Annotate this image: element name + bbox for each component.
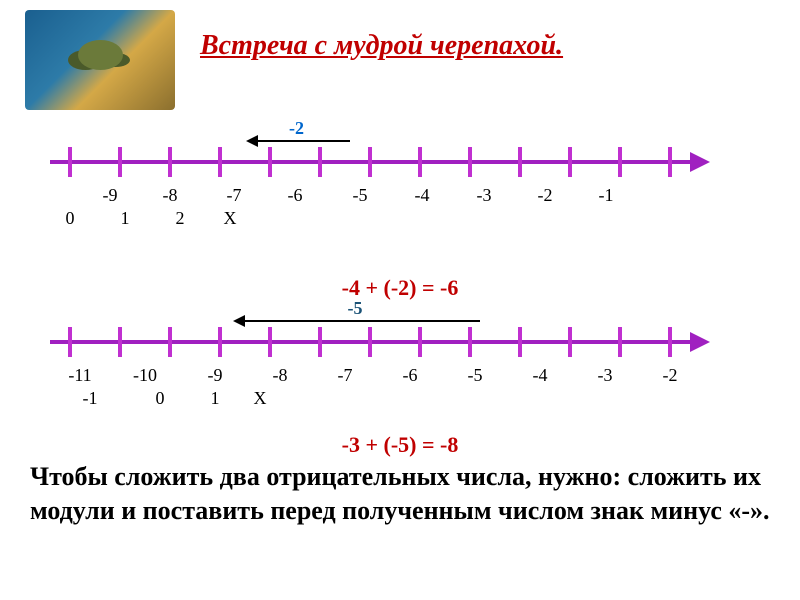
axis-label: -2: [538, 185, 553, 206]
axis-label: -7: [338, 365, 353, 386]
axis-label: -3: [598, 365, 613, 386]
axis-label: -8: [273, 365, 288, 386]
axis-label: -9: [208, 365, 223, 386]
axis-label: -8: [163, 185, 178, 206]
axis-label: -10: [133, 365, 157, 386]
axis-label: -5: [353, 185, 368, 206]
equation-2: -3 + (-5) = -8: [342, 432, 459, 458]
axis-label: -4: [533, 365, 548, 386]
axis-label: -2: [663, 365, 678, 386]
page-title: Встреча с мудрой черепахой.: [200, 30, 563, 62]
axis-label: X: [254, 388, 267, 409]
axis-label: -6: [288, 185, 303, 206]
axis-label: 2: [176, 208, 185, 229]
jump-arrow-2: [235, 320, 480, 322]
jump-arrow-1: [248, 140, 350, 142]
axis-label: -6: [403, 365, 418, 386]
axis-label: -1: [83, 388, 98, 409]
axis-label: 1: [211, 388, 220, 409]
axis-label: X: [224, 208, 237, 229]
axis-label: -1: [599, 185, 614, 206]
axis-2: [50, 340, 710, 344]
axis-label: -7: [227, 185, 242, 206]
axis-label: -9: [103, 185, 118, 206]
jump-label-2: -5: [348, 298, 363, 319]
numberline-1: -2 -9-8-7-6-5-4-3-2-1 012X: [50, 160, 750, 164]
turtle-image: [25, 10, 175, 110]
axis-label: -5: [468, 365, 483, 386]
axis-label: -11: [68, 365, 91, 386]
axis-label: 1: [121, 208, 130, 229]
jump-label-1: -2: [289, 118, 304, 139]
axis-1: [50, 160, 710, 164]
axis-label: -4: [415, 185, 430, 206]
axis-label: 0: [66, 208, 75, 229]
rule-text: Чтобы сложить два отрицательных числа, н…: [30, 460, 770, 528]
axis-label: -3: [477, 185, 492, 206]
numberline-2: -5 -11-10-9-8-7-6-5-4-3-2 -101X: [50, 340, 750, 344]
axis-label: 0: [156, 388, 165, 409]
